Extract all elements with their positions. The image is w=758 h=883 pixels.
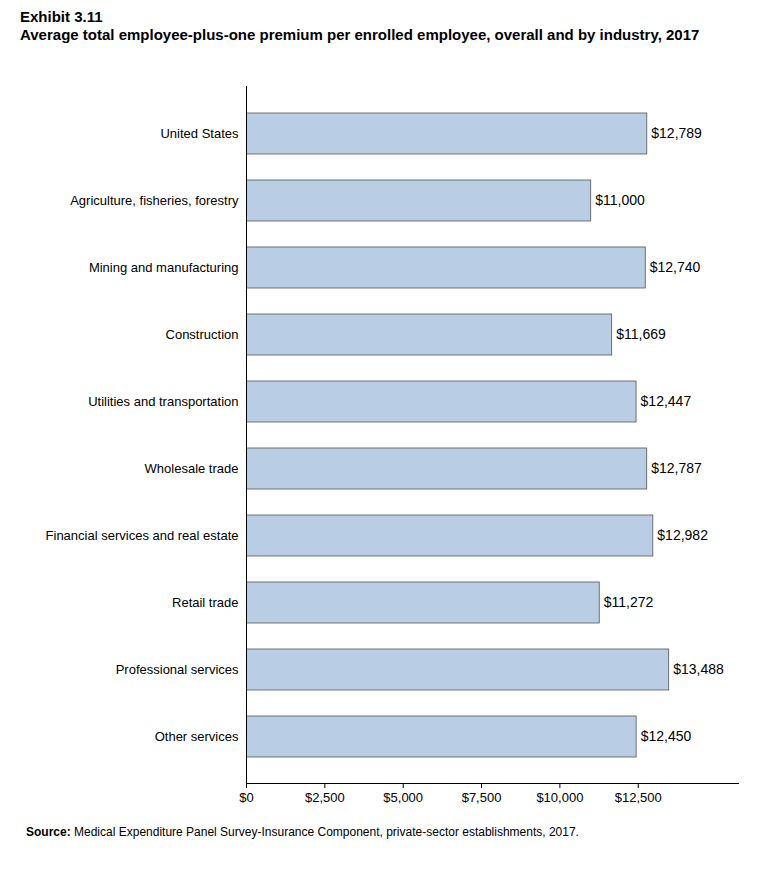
html-text:Source: Medical Expenditure Pa: Source: Medical Expenditure Panel Survey… — [26, 825, 579, 839]
svg-text:$0: $0 — [239, 790, 253, 805]
svg-text:$11,669: $11,669 — [616, 326, 666, 342]
svg-text:Retail trade: Retail trade — [172, 595, 238, 610]
html-text:Average total employee-plus-on: Average total employee-plus-one premium … — [20, 26, 700, 43]
svg-text:$12,447: $12,447 — [641, 393, 692, 409]
svg-text:Wholesale trade: Wholesale trade — [145, 461, 239, 476]
svg-text:$10,000: $10,000 — [536, 790, 583, 805]
html-text:Exhibit 3.11: Exhibit 3.11 — [20, 8, 103, 25]
svg-text:$12,740: $12,740 — [650, 259, 701, 275]
svg-text:Construction: Construction — [166, 327, 239, 342]
svg-text:$7,500: $7,500 — [462, 790, 502, 805]
svg-text:$11,272: $11,272 — [604, 594, 654, 610]
svg-text:Agriculture, fisheries, forest: Agriculture, fisheries, forestry — [70, 193, 239, 208]
svg-text:$12,500: $12,500 — [615, 790, 662, 805]
svg-text:Financial services and real es: Financial services and real estate — [46, 528, 239, 543]
svg-text:United States: United States — [160, 126, 239, 141]
svg-text:$12,982: $12,982 — [657, 527, 708, 543]
svg-text:$12,787: $12,787 — [651, 460, 702, 476]
svg-text:Utilities and transportation: Utilities and transportation — [88, 394, 238, 409]
svg-text:$13,488: $13,488 — [673, 661, 724, 677]
svg-text:Professional services: Professional services — [116, 662, 239, 677]
svg-text:Mining and manufacturing: Mining and manufacturing — [89, 260, 239, 275]
svg-text:$5,000: $5,000 — [383, 790, 423, 805]
svg-text:Other services: Other services — [155, 729, 239, 744]
svg-text:$11,000: $11,000 — [595, 192, 645, 208]
svg-text:$2,500: $2,500 — [305, 790, 345, 805]
svg-text:$12,450: $12,450 — [641, 728, 692, 744]
svg-text:$12,789: $12,789 — [651, 125, 702, 141]
